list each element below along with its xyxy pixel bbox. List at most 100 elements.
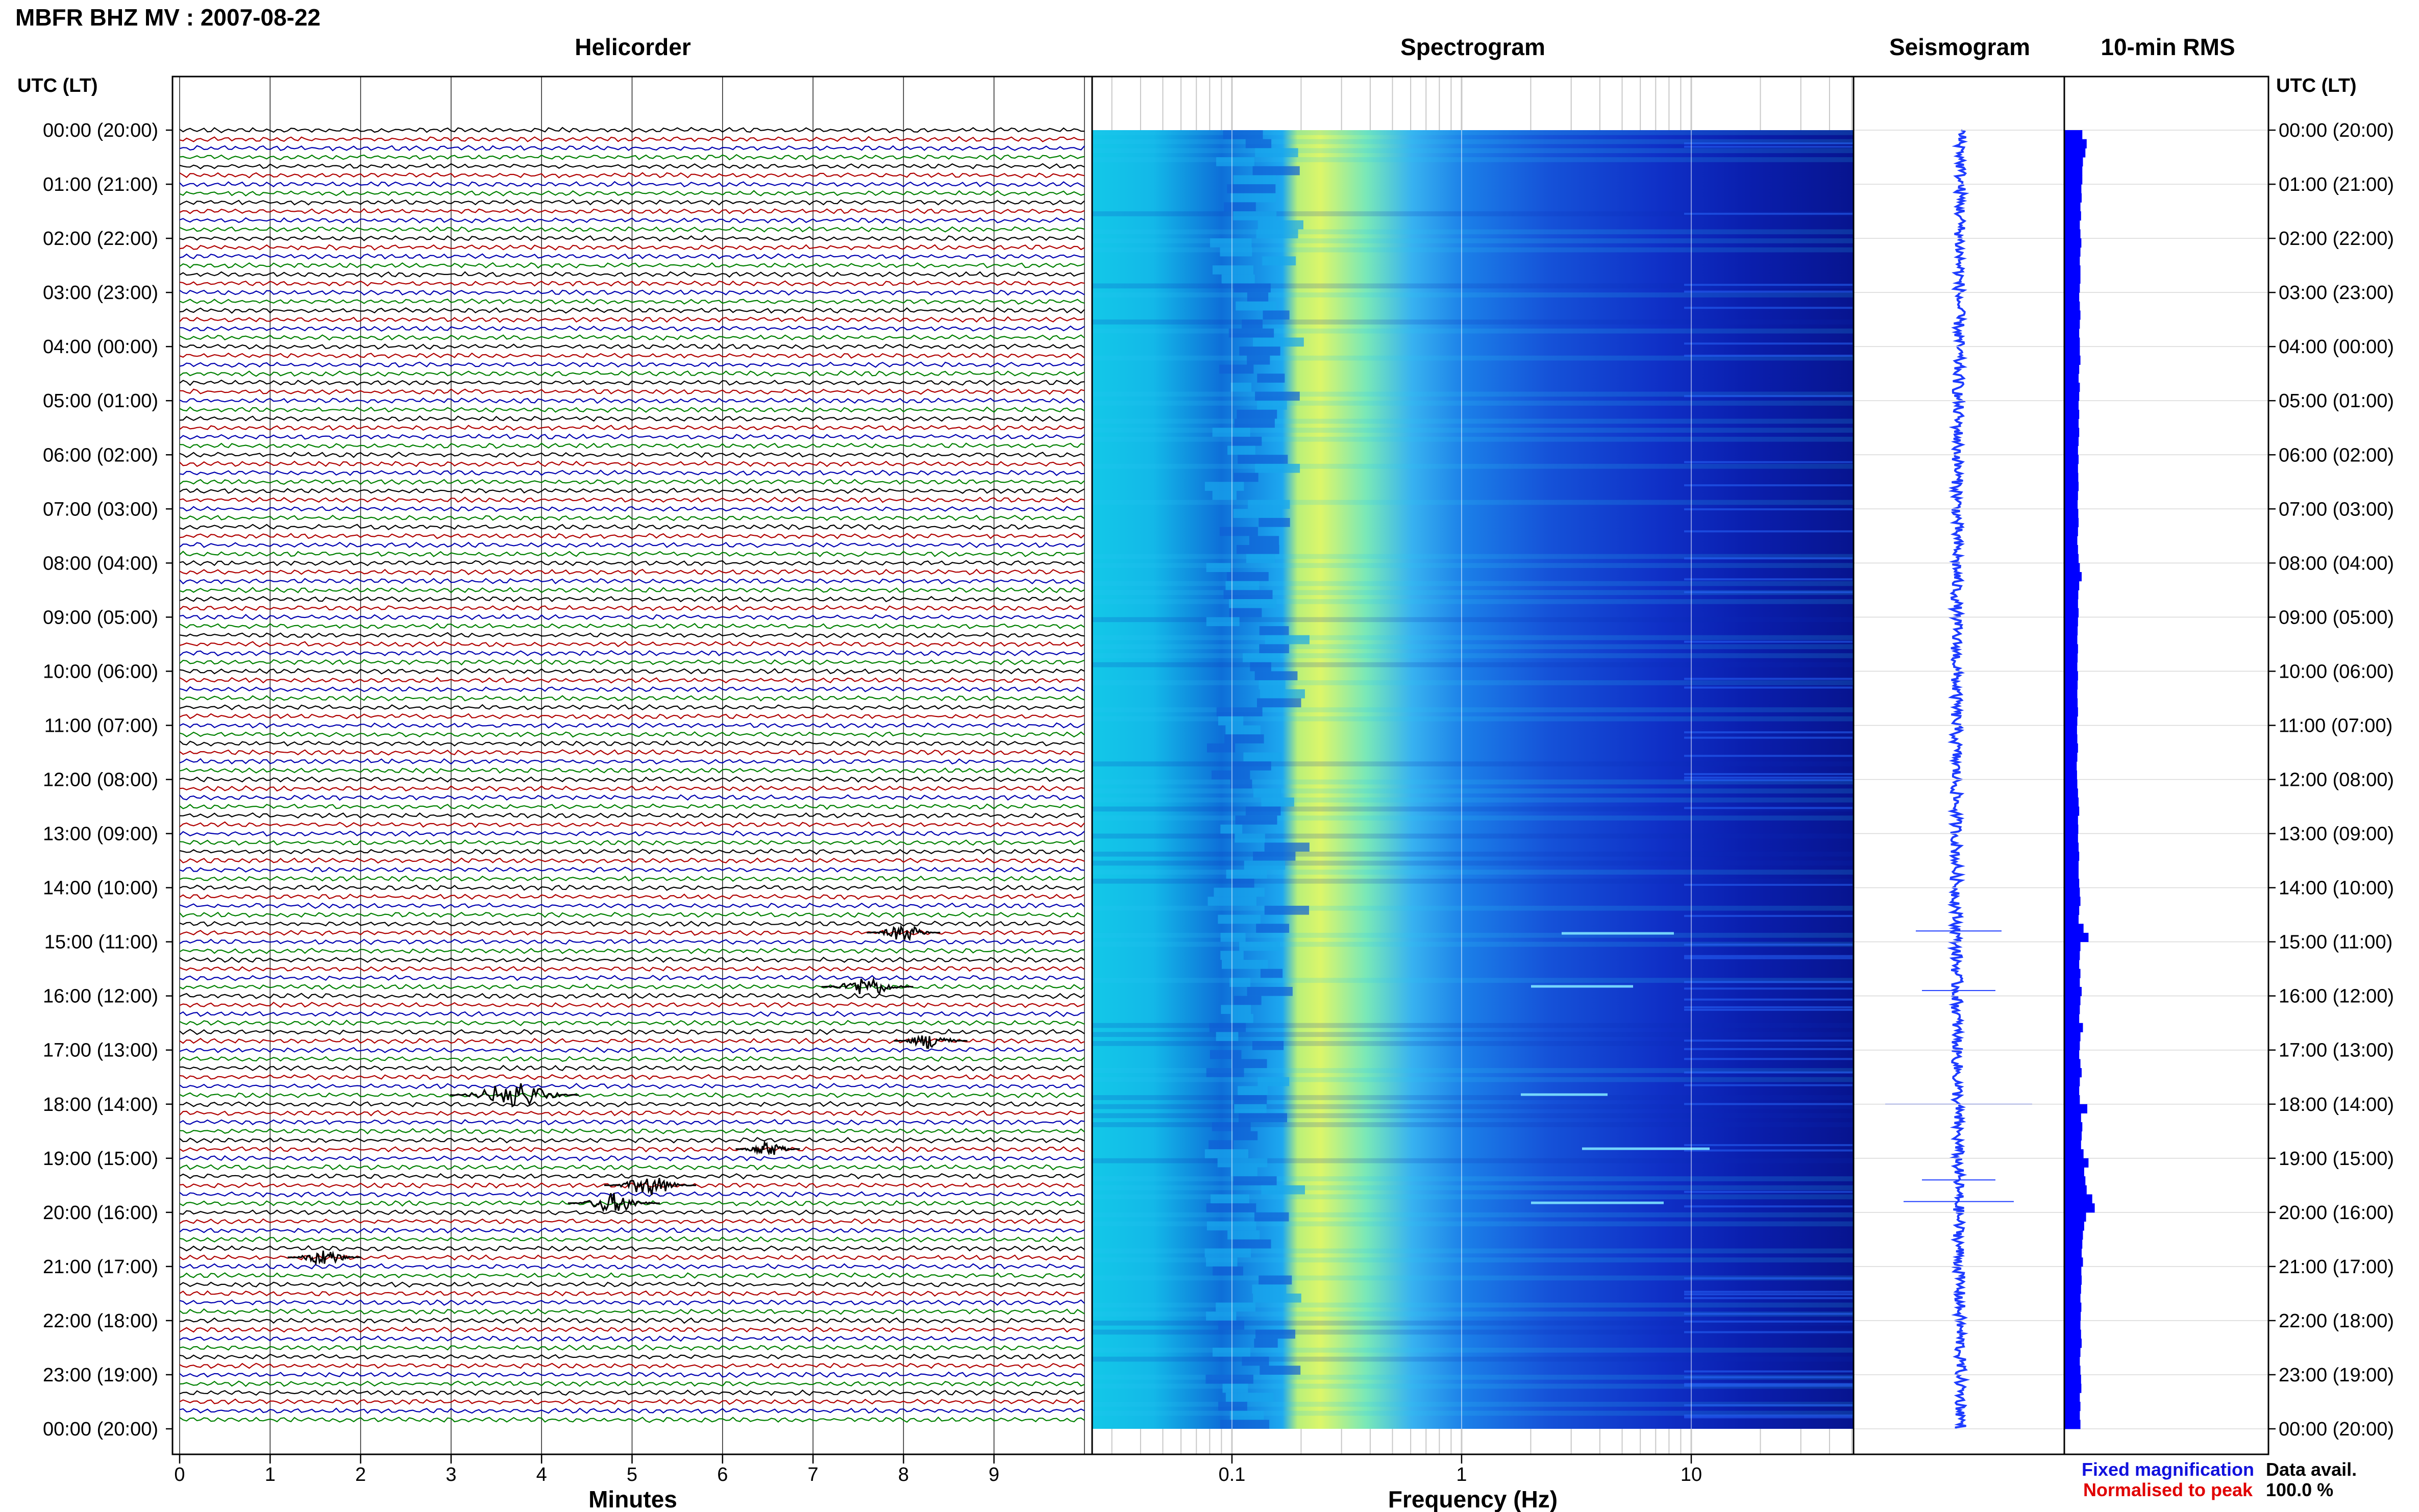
spectrogram-row	[1092, 1374, 1854, 1380]
rms-bar	[2064, 770, 2077, 780]
rms-bar	[2064, 1122, 2083, 1132]
helicorder-trace	[179, 650, 1085, 657]
rms-bar	[2064, 436, 2079, 447]
helicorder-trace	[179, 1110, 1085, 1117]
time-label-right: 02:00 (22:00)	[2279, 228, 2394, 250]
spectrogram-row	[1092, 1077, 1854, 1082]
time-label-left: 04:00 (00:00)	[43, 336, 158, 358]
spectrogram-lowfreq-cell	[1252, 1041, 1284, 1050]
spectrogram-lowfreq-cell	[1218, 914, 1261, 924]
helicorder-trace	[179, 289, 1085, 296]
spectrogram-row	[1092, 1221, 1854, 1227]
rms-bar	[2064, 698, 2078, 708]
spectrogram-row	[1092, 1248, 1854, 1254]
rms-bar	[2064, 374, 2079, 383]
rms-bar	[2064, 662, 2078, 672]
spectrogram-lowfreq-cell	[1255, 391, 1300, 401]
time-label-left: 01:00 (21:00)	[43, 174, 158, 195]
spectrogram-lowfreq-cell	[1218, 716, 1244, 726]
spectrogram-row	[1092, 328, 1854, 334]
spectrogram-lowfreq-cell	[1253, 788, 1281, 798]
spectrogram-lowfreq-cell	[1255, 148, 1298, 158]
spectrogram-lowfreq-cell	[1239, 941, 1280, 951]
time-label-right: 06:00 (02:00)	[2279, 444, 2394, 466]
spectrogram-hf-line	[1684, 736, 1853, 739]
spectrogram-lowfreq-cell	[1231, 436, 1262, 446]
spectrogram-lowfreq-cell	[1253, 337, 1304, 347]
spectrogram-lowfreq-cell	[1205, 1374, 1253, 1384]
spectrogram-row	[1092, 806, 1854, 812]
spectrogram-lowfreq-cell	[1245, 139, 1272, 148]
rms-bar	[2064, 707, 2078, 717]
rms-bar	[2064, 536, 2078, 546]
minute-tick-label: 0	[174, 1464, 185, 1485]
helicorder-trace	[179, 668, 1085, 675]
time-label-left: 02:00 (22:00)	[43, 228, 158, 250]
helicorder-trace	[179, 190, 1085, 197]
spectrogram-lowfreq-cell	[1247, 986, 1293, 996]
rms-bar	[2064, 1266, 2082, 1276]
helicorder-trace	[179, 370, 1085, 377]
rms-bar	[2064, 959, 2080, 970]
rms-bar	[2064, 319, 2080, 329]
spectrogram-lowfreq-cell	[1258, 680, 1286, 689]
rms-bar	[2064, 1257, 2083, 1267]
rms-bar	[2064, 941, 2081, 951]
rms-bar	[2064, 1383, 2082, 1393]
spectrogram-lowfreq-cell	[1259, 644, 1289, 654]
helicorder-trace	[179, 623, 1085, 630]
helicorder-trace	[179, 1290, 1084, 1297]
helicorder-trace	[179, 1416, 1085, 1423]
spectrogram-hf-line	[1684, 1144, 1853, 1147]
rms-panel-title: 10-min RMS	[2101, 34, 2235, 60]
spectrogram-lowfreq-cell	[1210, 1050, 1242, 1059]
spectrogram-lowfreq-cell	[1232, 1059, 1267, 1069]
rms-bar	[2064, 969, 2081, 978]
rms-bar	[2064, 1311, 2081, 1321]
helicorder-trace	[179, 533, 1085, 539]
helicorder-trace	[179, 613, 1085, 621]
rms-bar	[2064, 1329, 2081, 1339]
rms-bar	[2064, 635, 2078, 645]
helicorder-trace	[179, 758, 1085, 765]
rms-bar	[2064, 1320, 2081, 1330]
rms-bar	[2064, 644, 2078, 654]
rms-bar	[2064, 951, 2080, 960]
time-label-right: 05:00 (01:00)	[2279, 390, 2394, 412]
helicorder-trace	[179, 731, 1085, 738]
spectrogram-lowfreq-cell	[1206, 563, 1231, 573]
rms-bar	[2064, 1230, 2083, 1240]
helicorder-event	[821, 977, 914, 996]
rms-bar	[2064, 301, 2080, 311]
spectrogram-hf-line	[1684, 1058, 1853, 1060]
spectrogram-lowfreq-cell	[1244, 860, 1285, 870]
spectrogram-lowfreq-cell	[1232, 878, 1254, 888]
rms-bar	[2064, 1339, 2082, 1348]
spectrogram-row	[1092, 436, 1854, 442]
spectrogram-hf-line	[1684, 1006, 1853, 1008]
spectrogram-lowfreq-cell	[1234, 1104, 1267, 1113]
helicorder-trace	[179, 1064, 1085, 1072]
time-label-right: 08:00 (04:00)	[2279, 553, 2394, 574]
helicorder-trace	[179, 217, 1085, 224]
rms-bar	[2064, 833, 2078, 843]
helicorder-trace	[179, 226, 1085, 233]
rms-bar	[2064, 815, 2078, 825]
spectrogram-lowfreq-cell	[1238, 1086, 1268, 1096]
spectrogram-hf-line	[1684, 678, 1853, 680]
time-label-left: 23:00 (19:00)	[43, 1365, 158, 1386]
spectrogram-row	[1092, 1275, 1854, 1281]
spectrogram-lowfreq-cell	[1227, 445, 1255, 455]
helicorder-trace	[179, 1209, 1085, 1216]
spectrogram-row	[1092, 1068, 1854, 1073]
rms-bar	[2064, 860, 2079, 870]
helicorder-trace	[179, 524, 1085, 530]
spectrogram-row	[1092, 1104, 1854, 1109]
helicorder-trace	[179, 397, 1085, 404]
spectrogram-row	[1092, 1023, 1854, 1028]
helicorder-event	[735, 1139, 800, 1156]
rms-bar	[2064, 1149, 2084, 1159]
spectrogram-lowfreq-cell	[1248, 500, 1290, 509]
spectrogram-row	[1092, 1329, 1854, 1335]
spectrogram-row	[1092, 500, 1854, 505]
